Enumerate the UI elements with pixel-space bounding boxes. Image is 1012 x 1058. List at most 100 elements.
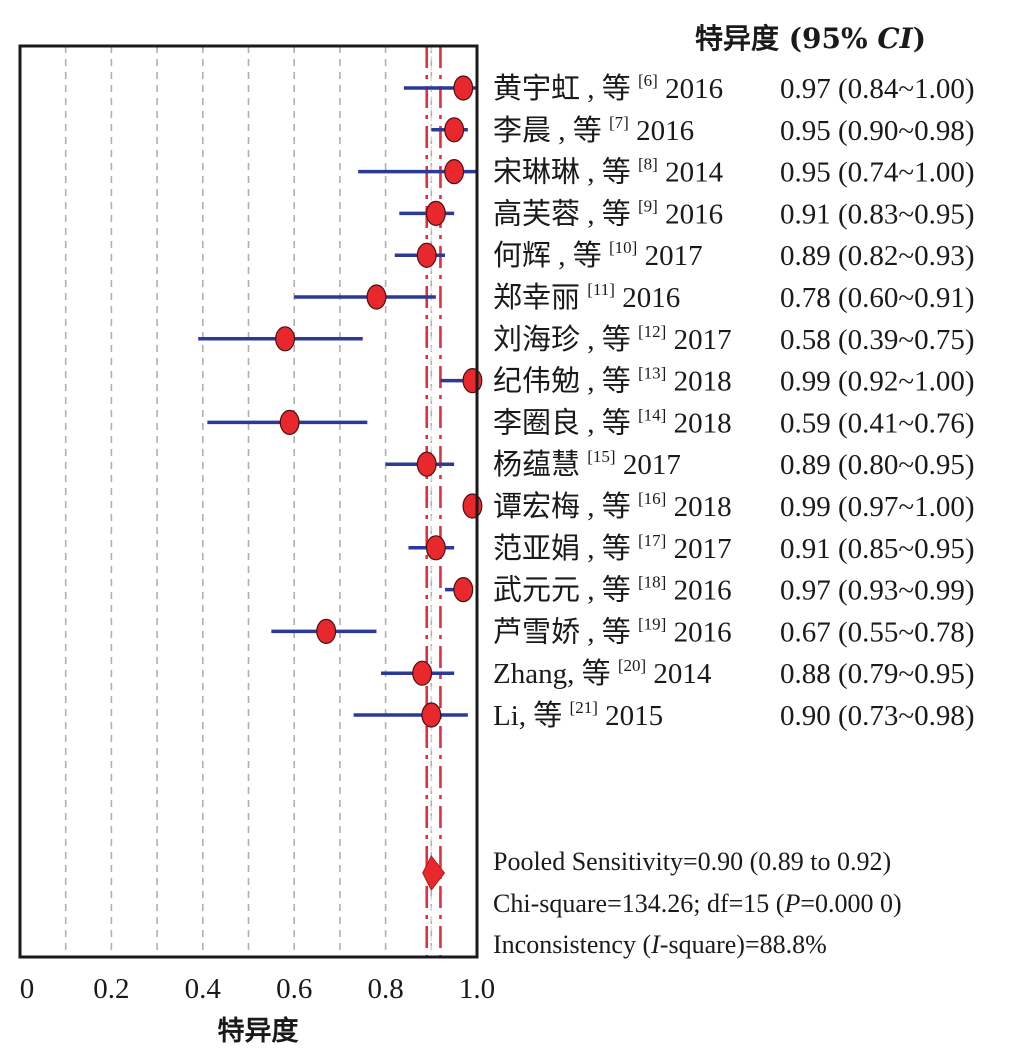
study-ref: [18]: [638, 573, 666, 592]
point-estimate: [425, 535, 446, 561]
study-label: 何辉 , 等 [10] 2017: [493, 238, 703, 272]
study-label: 李晨 , 等 [7] 2016: [493, 113, 694, 147]
point-estimate: [453, 75, 474, 101]
study-ci-value: 0.91 (0.85~0.95): [780, 533, 975, 565]
pooled-diamond: [422, 855, 446, 891]
study-year: 2017: [666, 533, 731, 565]
study-label: 宋琳琳 , 等 [8] 2014: [493, 155, 724, 189]
study-year: 2016: [658, 198, 723, 230]
x-tick-label: 0: [20, 973, 35, 1005]
pooled-text: Pooled Sensitivity=0.90 (0.89 to 0.92): [493, 847, 891, 876]
study-ref: [6]: [638, 71, 658, 90]
point-estimate: [444, 117, 465, 143]
study-label: 范亚娟 , 等 [17] 2017: [493, 531, 732, 565]
chi-p: P: [783, 889, 800, 918]
study-author: Zhang, 等: [493, 657, 618, 690]
study-year: 2018: [666, 407, 731, 439]
study-ref: [19]: [638, 614, 666, 633]
point-estimate: [316, 618, 337, 645]
study-author: 范亚娟 , 等: [493, 532, 638, 565]
study-values: 0.97 (0.84~1.00) 0.95 (0.90~0.98) 0.95 (0.…: [780, 73, 975, 732]
study-year: 2016: [629, 115, 694, 147]
study-ref: [15]: [587, 447, 615, 466]
study-year: 2015: [598, 700, 663, 732]
study-year: 2017: [666, 324, 731, 356]
study-ci-value: 0.59 (0.41~0.76): [780, 407, 975, 439]
point-estimate: [444, 159, 465, 185]
x-tick-label: 0.8: [367, 973, 403, 1005]
point-estimate: [425, 200, 446, 226]
study-author: 宋琳琳 , 等: [493, 156, 638, 189]
x-tick-labels: 0 0.2 0.4 0.6 0.8 1.0: [20, 973, 495, 1005]
incon-suffix: -square)=88.8%: [660, 930, 827, 959]
study-author: 杨蕴慧: [493, 448, 587, 481]
study-ref: [10]: [609, 238, 637, 257]
inconsistency-text: Inconsistency (I-square)=88.8%: [493, 930, 827, 959]
study-ref: [7]: [609, 113, 629, 132]
study-author: 谭宏梅 , 等: [493, 490, 638, 523]
study-label: 谭宏梅 , 等 [16] 2018: [493, 489, 732, 523]
study-author: 纪伟勉 , 等: [493, 365, 638, 398]
study-ci-value: 0.78 (0.60~0.91): [780, 282, 975, 314]
point-estimate: [412, 660, 433, 686]
study-label: 武元元 , 等 [18] 2016: [493, 573, 732, 607]
x-axis-label: 特异度: [218, 1015, 299, 1047]
point-estimates: [275, 75, 483, 891]
study-label: 黄宇虹 , 等 [6] 2016: [493, 71, 723, 105]
study-ci-value: 0.91 (0.83~0.95): [780, 198, 975, 230]
point-estimate: [366, 284, 387, 310]
study-author: 武元元 , 等: [493, 574, 638, 607]
study-ci-value: 0.89 (0.82~0.93): [780, 240, 975, 272]
study-ref: [16]: [638, 489, 666, 508]
study-author: 郑幸丽: [493, 281, 587, 314]
study-ci-value: 0.95 (0.74~1.00): [780, 157, 975, 189]
point-estimate: [462, 368, 483, 394]
study-ci-value: 0.97 (0.84~1.00): [780, 73, 975, 105]
study-year: 2018: [666, 366, 731, 398]
study-author: 高芙蓉 , 等: [493, 197, 638, 230]
study-label: 杨蕴慧 [15] 2017: [493, 447, 681, 481]
x-tick-label: 0.2: [93, 973, 129, 1005]
study-ci-value: 0.90 (0.73~0.98): [780, 700, 975, 732]
study-ref: [9]: [638, 196, 658, 215]
column-header-prefix: 特异度 (95%: [695, 22, 877, 55]
ci-lines: [198, 86, 477, 717]
study-author: 李圈良 , 等: [493, 406, 638, 439]
study-ref: [14]: [638, 405, 666, 424]
study-ci-value: 0.67 (0.55~0.78): [780, 616, 975, 648]
chi-square-text: Chi-square=134.26; df=15 (P=0.000 0): [493, 889, 902, 918]
incon-prefix: Inconsistency (: [493, 930, 651, 959]
plot-frame: [18, 44, 479, 959]
study-label: 芦雪娇 , 等 [19] 2016: [493, 614, 732, 648]
study-year: 2014: [646, 658, 712, 690]
study-label: 李圈良 , 等 [14] 2018: [493, 405, 732, 439]
study-year: 2017: [616, 449, 681, 481]
incon-i: I: [650, 930, 661, 959]
x-tick-label: 1.0: [459, 973, 495, 1005]
study-ci-value: 0.99 (0.97~1.00): [780, 491, 975, 523]
study-ref: [8]: [638, 155, 658, 174]
study-label: 郑幸丽 [11] 2016: [493, 280, 680, 314]
study-year: 2017: [637, 240, 702, 272]
study-label: 纪伟勉 , 等 [13] 2018: [493, 364, 732, 398]
study-ci-value: 0.95 (0.90~0.98): [780, 115, 975, 147]
study-ci-value: 0.88 (0.79~0.95): [780, 658, 975, 690]
study-author: 刘海珍 , 等: [493, 323, 638, 356]
x-tick-label: 0.4: [185, 973, 222, 1005]
study-label: 刘海珍 , 等 [12] 2017: [493, 322, 732, 356]
chi-suffix: =0.000 0): [800, 889, 901, 918]
point-estimate: [453, 576, 474, 603]
study-ref: [12]: [638, 322, 666, 341]
summary-stats: Pooled Sensitivity=0.90 (0.89 to 0.92) C…: [493, 847, 902, 959]
point-estimate: [416, 451, 437, 477]
x-tick-label: 0.6: [276, 973, 312, 1005]
study-author: 黄宇虹 , 等: [493, 72, 638, 105]
grid-lines: [64, 46, 433, 957]
study-author: 芦雪娇 , 等: [493, 615, 638, 648]
study-year: 2016: [666, 616, 731, 648]
study-year: 2016: [615, 282, 680, 314]
study-author: Li, 等: [493, 699, 570, 732]
study-label: 高芙蓉 , 等 [9] 2016: [493, 196, 723, 230]
study-ref: [20]: [618, 656, 646, 675]
